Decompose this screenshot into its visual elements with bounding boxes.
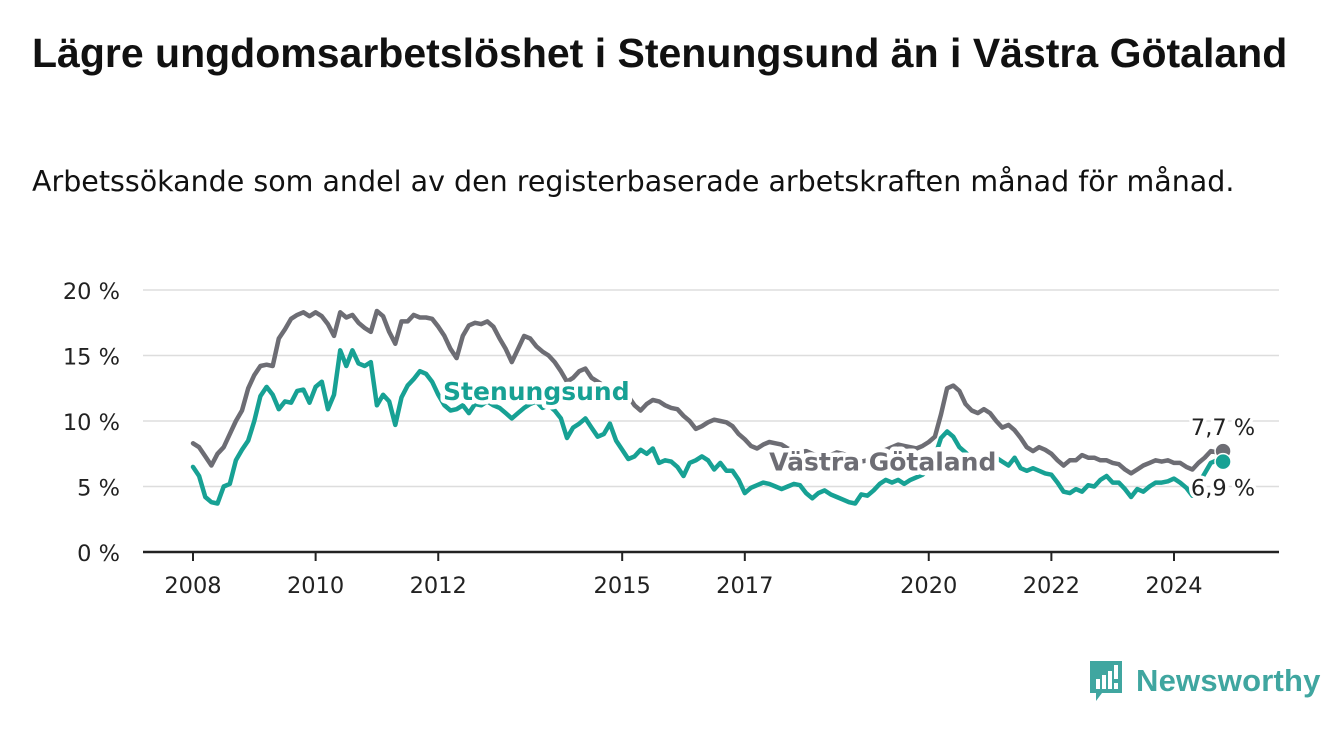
x-tick-label: 2024 [1145, 573, 1202, 599]
series-annotation-vastra_gotaland: Västra Götaland [769, 448, 996, 477]
end-label-vastra_gotaland: 7,7 % [1191, 415, 1255, 441]
end-dot-stenungsund [1214, 452, 1232, 471]
newsworthy-logo: Newsworthy [1088, 658, 1321, 704]
x-tick-label: 2020 [900, 573, 957, 599]
y-tick-label: 20 % [63, 279, 120, 305]
y-tick-label: 0 % [77, 541, 120, 567]
end-label-halo: 7,7 % [1191, 415, 1255, 441]
end-markers: 7,7 %7,7 %6,9 %6,9 % [1187, 412, 1258, 505]
y-axis-tick-labels: 0 % 5 % 10 % 15 % 20 % [63, 279, 120, 567]
annotation-halo: Västra Götaland [769, 448, 996, 477]
chart-subtitle: Arbetssökande som andel av den registerb… [32, 165, 1235, 198]
x-tick-label: 2022 [1023, 573, 1080, 599]
y-tick-label: 10 % [63, 410, 120, 436]
annotation-halo: Stenungsund [443, 377, 630, 406]
x-axis: 2008 2010 2012 2015 2017 2020 2022 2024 [143, 550, 1279, 599]
x-tick-label: 2008 [164, 573, 221, 599]
x-tick-label: 2012 [410, 573, 467, 599]
y-tick-label: 5 % [77, 476, 120, 502]
series-lines [190, 308, 1226, 506]
y-tick-label: 15 % [63, 345, 120, 371]
series-line-stenungsund [190, 348, 1226, 506]
series-line-vastra_gotaland [190, 308, 1226, 476]
x-tick-label: 2017 [716, 573, 773, 599]
x-tick-label: 2010 [287, 573, 344, 599]
end-label-stenungsund: 6,9 % [1191, 476, 1255, 502]
end-label-halo: 6,9 % [1191, 476, 1255, 502]
series-annotation-stenungsund: Stenungsund [443, 377, 630, 406]
newsworthy-logo-icon [1090, 661, 1122, 701]
brand-name: Newsworthy [1136, 663, 1321, 698]
x-tick-label: 2015 [594, 573, 651, 599]
chart-title: Lägre ungdomsarbetslöshet i Stenungsund … [32, 30, 1288, 76]
